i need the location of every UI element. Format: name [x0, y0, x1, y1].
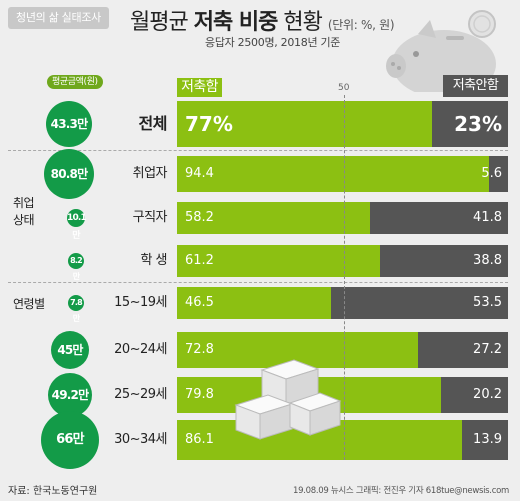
group-label-age: 연령별 — [13, 297, 45, 311]
category-label: 25~29세 — [114, 387, 167, 402]
legend-saving: 저축함 — [177, 78, 222, 97]
source-note: 자료: 한국노동연구원 — [8, 486, 98, 497]
category-label: 구직자 — [132, 210, 168, 225]
section-divider — [8, 150, 508, 151]
unit-label: (단위: %, 원) — [327, 18, 395, 32]
category-label: 전체 — [138, 114, 168, 133]
category-label: 30~34세 — [114, 432, 167, 447]
value-label-saving: 79.8 — [185, 387, 214, 402]
category-label: 취업자 — [132, 166, 168, 181]
category-label: 학 생 — [140, 253, 167, 268]
bar-saving — [177, 202, 370, 234]
avg-amount-bubble: 7.8만 — [68, 295, 84, 323]
bar-not-saving — [380, 245, 508, 277]
title-emphasis: 저축 비중 — [193, 10, 279, 35]
bar-not-saving — [462, 420, 508, 460]
bar-not-saving — [489, 156, 508, 192]
value-label-not-saving: 41.8 — [473, 210, 502, 225]
value-label-not-saving: 53.5 — [473, 295, 502, 310]
value-label-not-saving: 20.2 — [473, 387, 502, 402]
avg-amount-bubble: 49.2만 — [48, 373, 92, 417]
value-label-saving: 61.2 — [185, 253, 214, 268]
value-label-not-saving: 5.6 — [481, 166, 502, 181]
avg-amount-bubble: 8.2만 — [68, 253, 84, 281]
value-label-not-saving: 27.2 — [473, 342, 502, 357]
category-label: 15~19세 — [114, 295, 167, 310]
money-stack-illustration — [234, 359, 342, 440]
category-tag: 청년의 삶 실태조사 — [8, 7, 109, 29]
avg-amount-bubble: 80.8만 — [44, 149, 94, 199]
bar-saving — [177, 101, 432, 147]
section-divider — [8, 282, 508, 283]
legend-not-saving: 저축안함 — [443, 75, 508, 97]
value-label-saving: 72.8 — [185, 342, 214, 357]
credit-note: 19.08.09 뉴시스 그래픽: 전진우 기자 618tue@newsis.c… — [293, 486, 509, 496]
avg-amount-bubble: 10.1만 — [67, 209, 87, 241]
bar-not-saving — [370, 202, 508, 234]
value-label-not-saving: 13.9 — [473, 432, 502, 447]
bar-not-saving — [418, 332, 508, 368]
value-label-saving: 86.1 — [185, 432, 214, 447]
value-label-not-saving: 38.8 — [473, 253, 502, 268]
group-label-employment: 취업 — [13, 196, 35, 210]
value-label-saving: 58.2 — [185, 210, 214, 225]
title-prefix: 월평균 — [130, 10, 189, 35]
value-label-not-saving: 23% — [454, 112, 502, 136]
value-label-saving: 46.5 — [185, 295, 214, 310]
bar-saving — [177, 245, 380, 277]
bar-not-saving — [331, 287, 508, 319]
bar-not-saving — [441, 377, 508, 413]
midpoint-line — [344, 95, 345, 460]
bar-saving — [177, 287, 331, 319]
avg-amount-bubble: 66만 — [41, 411, 99, 469]
bar-saving — [177, 156, 489, 192]
category-label: 20~24세 — [114, 342, 167, 357]
midpoint-label: 50 — [338, 83, 350, 93]
group-label-employment: 상태 — [13, 213, 35, 227]
avg-amount-badge: 평균금액(원) — [47, 75, 103, 89]
chart-subtitle: 응답자 2500명, 2018년 기준 — [205, 36, 341, 49]
avg-amount-bubble: 45만 — [51, 331, 89, 369]
avg-amount-bubble: 43.3만 — [46, 101, 92, 147]
value-label-saving: 94.4 — [185, 166, 214, 181]
title-suffix: 현황 — [283, 10, 322, 35]
value-label-saving: 77% — [185, 112, 233, 136]
bar-not-saving — [432, 101, 508, 147]
chart-title: 월평균 저축 비중 현황 (단위: %, 원) — [130, 4, 395, 36]
